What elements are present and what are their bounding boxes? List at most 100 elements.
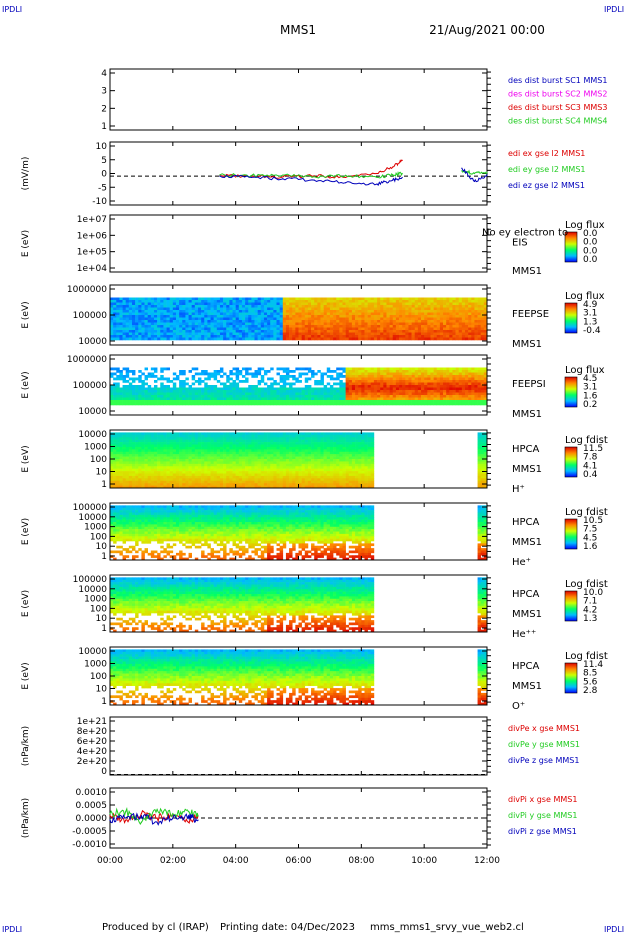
- spectrogram-cell: [395, 382, 400, 386]
- spectrogram-cell: [273, 322, 277, 326]
- spectrogram-cell: [201, 327, 205, 331]
- spectrogram-cell: [295, 322, 299, 326]
- spectrogram-cell: [229, 446, 233, 450]
- spectrogram-cell: [267, 312, 271, 316]
- spectrogram-cell: [317, 300, 321, 303]
- spectrogram-cell: [116, 375, 120, 378]
- spectrogram-cell: [138, 451, 142, 455]
- spectrogram-cell: [377, 297, 381, 301]
- spectrogram-cell: [185, 446, 189, 450]
- spectrogram-cell: [235, 480, 240, 484]
- spectrogram-cell: [213, 456, 218, 460]
- spectrogram-cell: [213, 451, 218, 455]
- spectrogram-cell: [474, 382, 478, 386]
- spectrogram-cell: [436, 382, 441, 386]
- spectrogram-cell: [248, 485, 252, 489]
- spectrogram-cell: [191, 330, 196, 333]
- spectrogram-cell: [194, 320, 199, 323]
- legend-entry: des dist burst SC3 MMS3: [508, 103, 607, 112]
- spectrogram-cell: [405, 337, 409, 341]
- spectrogram-cell: [144, 449, 148, 453]
- spectrogram-cell: [113, 310, 117, 313]
- spectrogram-cell: [166, 395, 170, 398]
- spectrogram-cell: [439, 377, 444, 381]
- spectrogram-cell: [483, 320, 488, 323]
- spectrogram-cell: [399, 370, 403, 373]
- spectrogram-cell: [267, 483, 271, 486]
- spectrogram-cell: [122, 375, 127, 378]
- spectrogram-cell: [314, 372, 318, 376]
- spectrogram-cell: [373, 395, 378, 398]
- spectrogram-cell: [251, 392, 255, 396]
- spectrogram-cell: [295, 330, 299, 333]
- spectrogram-cell: [358, 330, 362, 333]
- spectrogram-cell: [204, 337, 208, 341]
- spectrogram-cell: [110, 337, 114, 341]
- spectrogram-cell: [345, 395, 350, 398]
- spectrogram-cell: [235, 310, 240, 313]
- spectrogram-cell: [235, 485, 240, 489]
- spectrogram-cell: [367, 312, 372, 316]
- spectrogram-cell: [226, 449, 230, 453]
- spectrogram-cell: [175, 439, 180, 443]
- spectrogram-cell: [474, 315, 478, 318]
- spectrogram-cell: [138, 320, 142, 323]
- spectrogram-cell: [471, 302, 475, 306]
- spectrogram-cell: [232, 305, 236, 308]
- spectrogram-cell: [175, 375, 180, 378]
- spectrogram-cell: [226, 437, 230, 440]
- spectrogram-cell: [427, 305, 431, 308]
- spectrogram-cell: [182, 302, 186, 306]
- spectrogram-cell: [386, 367, 390, 371]
- spectrogram-cell: [150, 300, 155, 303]
- spectrogram-cell: [461, 305, 466, 308]
- spectrogram-cell: [213, 300, 218, 303]
- spectrogram-cell: [110, 463, 114, 467]
- spectrogram-cell: [455, 382, 460, 386]
- spectrogram-cell: [282, 325, 287, 328]
- spectrogram-cell: [135, 387, 139, 391]
- spectrogram-cell: [219, 439, 224, 443]
- spectrogram-cell: [172, 325, 177, 328]
- spectrogram-cell: [213, 302, 218, 306]
- spectrogram-cell: [235, 367, 240, 371]
- spectrogram-cell: [201, 478, 205, 482]
- spectrogram-cell: [421, 367, 425, 371]
- spectrogram-cell: [197, 485, 202, 489]
- spectrogram-cell: [483, 300, 488, 303]
- spectrogram-cell: [458, 312, 463, 316]
- spectrogram-cell: [175, 468, 180, 472]
- spectrogram-cell: [367, 327, 372, 331]
- spectrogram-cell: [421, 400, 425, 403]
- spectrogram-cell: [433, 297, 438, 301]
- spectrogram-cell: [153, 380, 158, 383]
- spectrogram-cell: [213, 459, 218, 462]
- spectrogram-cell: [339, 335, 343, 338]
- spectrogram-cell: [430, 385, 434, 388]
- spectrogram-cell: [219, 459, 224, 462]
- spectrogram-cell: [113, 302, 117, 306]
- spectrogram-cell: [245, 330, 249, 333]
- spectrogram-cell: [483, 337, 488, 341]
- spectrogram-cell: [150, 480, 155, 484]
- plot-title: MMS1: [280, 23, 316, 37]
- spectrogram-cell: [229, 310, 233, 313]
- spectrogram-cell: [465, 370, 469, 373]
- spectrogram-cell: [377, 335, 381, 338]
- spectrogram-cell: [201, 392, 205, 396]
- spectrogram-cell: [329, 375, 334, 378]
- spectrogram-cell: [157, 390, 161, 393]
- spectrogram-cell: [210, 315, 214, 318]
- spectrogram-cell: [194, 446, 199, 450]
- spectrogram-cell: [263, 466, 268, 469]
- spectrogram-cell: [345, 305, 350, 308]
- spectrogram-cell: [172, 390, 177, 393]
- spectrogram-cell: [446, 335, 450, 338]
- spectrogram-cell: [185, 449, 189, 453]
- spectrogram-cell: [273, 387, 277, 391]
- spectrogram-cell: [311, 307, 315, 311]
- spectrogram-cell: [339, 317, 343, 321]
- spectrogram-cell: [304, 302, 309, 306]
- spectrogram-cell: [405, 335, 409, 338]
- spectrogram-cell: [342, 385, 346, 388]
